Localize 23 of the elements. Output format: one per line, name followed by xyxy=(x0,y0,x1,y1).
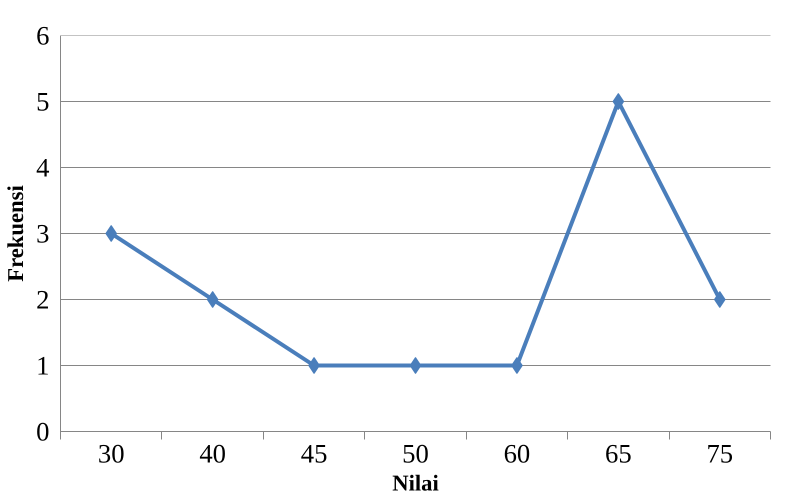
y-tick-label: 1 xyxy=(36,350,50,380)
x-tick-label: 60 xyxy=(504,438,530,468)
x-tick-label: 45 xyxy=(300,438,328,468)
point xyxy=(105,225,118,242)
point xyxy=(206,291,218,308)
point xyxy=(410,357,422,374)
x-axis-title: Nilai xyxy=(392,470,439,496)
point xyxy=(511,357,523,374)
y-tick-label: 0 xyxy=(36,416,50,446)
x-tick-label: 65 xyxy=(605,438,632,468)
point xyxy=(308,357,320,374)
y-tick-label: 3 xyxy=(36,218,50,248)
y-tick-label: 5 xyxy=(36,86,50,116)
x-tick-label: 50 xyxy=(402,438,429,468)
x-tick-label: 40 xyxy=(199,438,226,468)
x-tick-label: 30 xyxy=(98,438,125,468)
y-axis-title: Frekuensi xyxy=(3,185,28,282)
y-tick-label: 4 xyxy=(36,152,50,182)
y-tick-label: 2 xyxy=(36,284,50,314)
y-tick-label: 6 xyxy=(36,20,50,50)
point xyxy=(612,93,624,110)
point xyxy=(714,291,726,308)
x-tick-label: 75 xyxy=(706,438,734,468)
